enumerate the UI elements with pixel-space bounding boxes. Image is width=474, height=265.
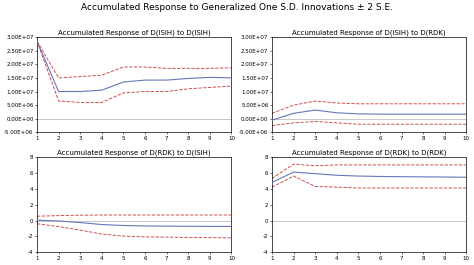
Title: Accumulated Response of D(ISIH) to D(RDK): Accumulated Response of D(ISIH) to D(RDK…: [292, 29, 446, 36]
Title: Accumulated Response of D(RDK) to D(RDK): Accumulated Response of D(RDK) to D(RDK): [292, 149, 447, 156]
Title: Accumulated Response of D(RDK) to D(ISIH): Accumulated Response of D(RDK) to D(ISIH…: [57, 149, 211, 156]
Title: Accumulated Response of D(ISIH) to D(ISIH): Accumulated Response of D(ISIH) to D(ISI…: [58, 29, 210, 36]
Text: Accumulated Response to Generalized One S.D. Innovations ± 2 S.E.: Accumulated Response to Generalized One …: [81, 3, 393, 12]
